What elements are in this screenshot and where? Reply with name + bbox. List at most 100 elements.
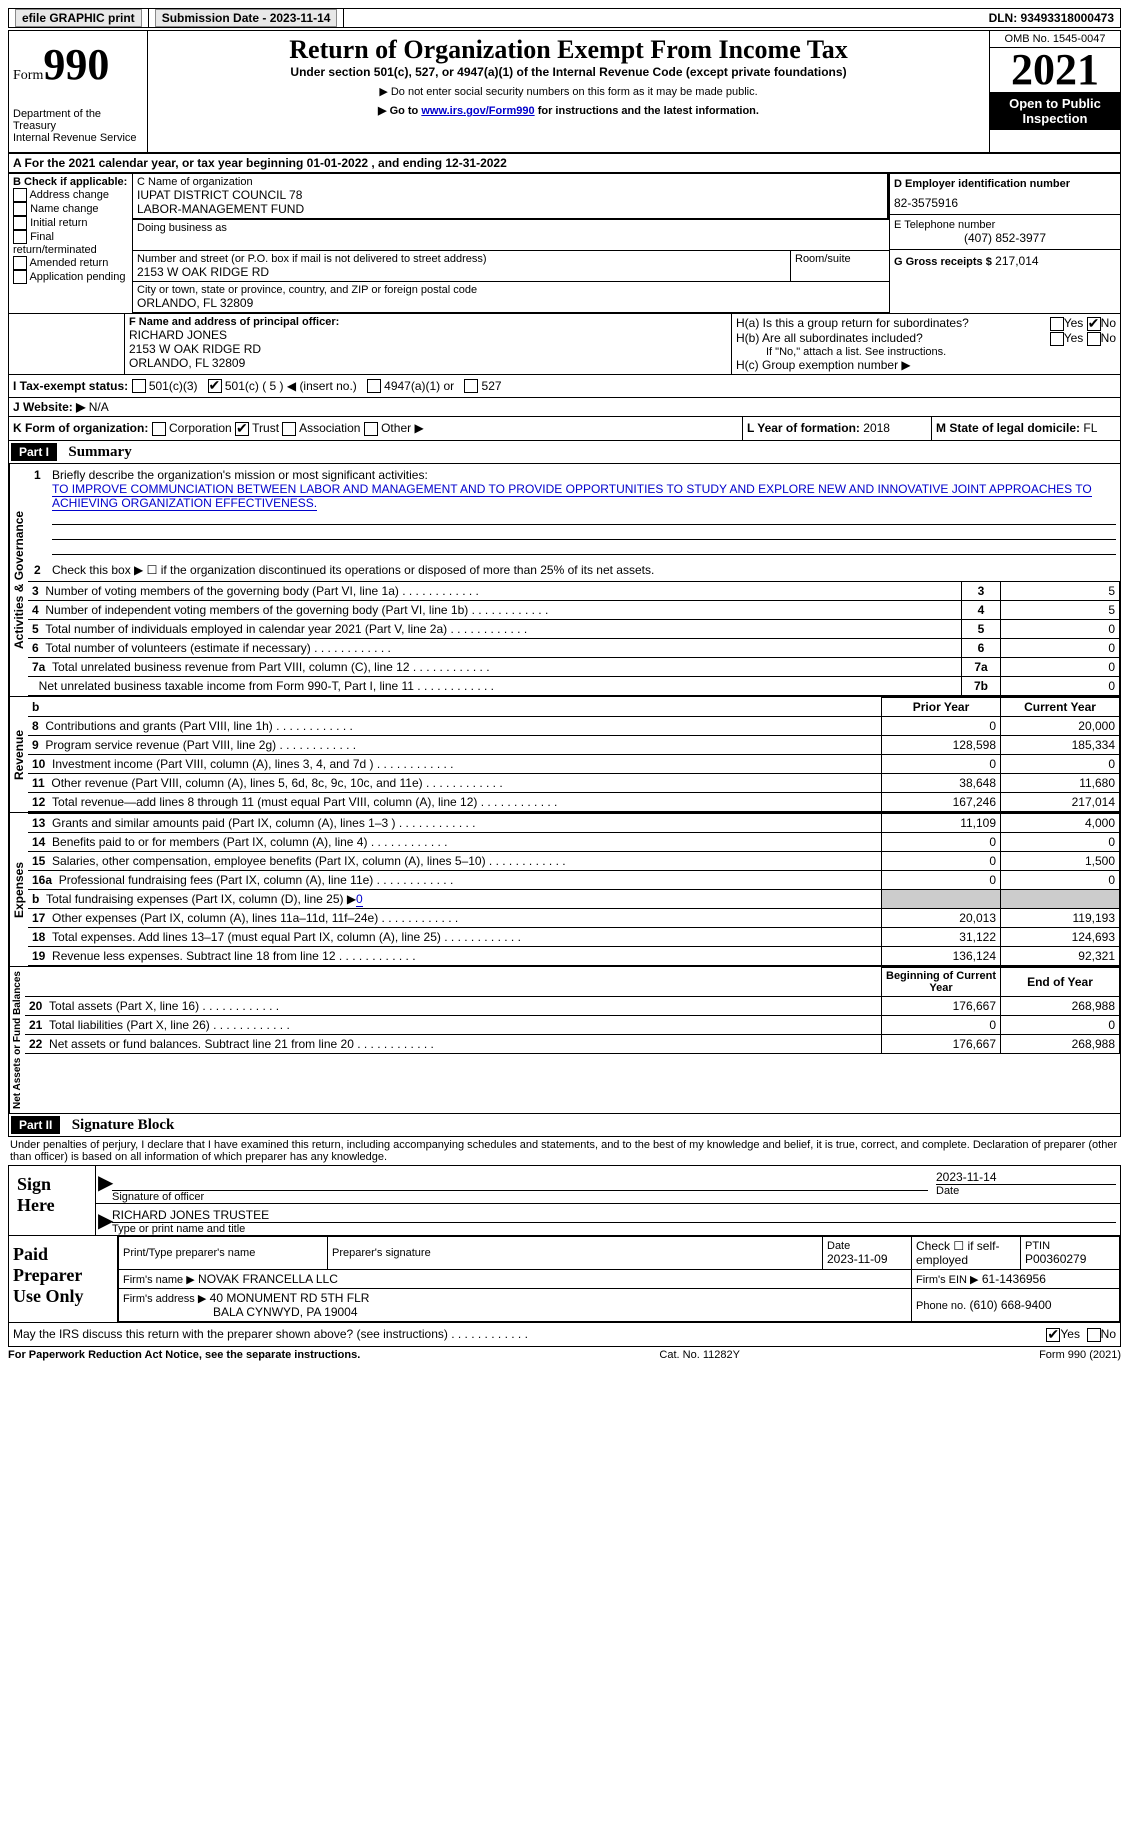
main-title: Return of Organization Exempt From Incom… <box>152 35 985 65</box>
room-label: Room/suite <box>791 251 889 281</box>
footer-left: For Paperwork Reduction Act Notice, see … <box>8 1349 360 1361</box>
signer-name: RICHARD JONES TRUSTEE <box>112 1208 269 1222</box>
sign-date: 2023-11-14 <box>936 1170 1116 1185</box>
cb-discuss-no[interactable] <box>1087 1328 1101 1342</box>
current-year-hdr: Current Year <box>1001 698 1120 717</box>
website: N/A <box>89 400 109 414</box>
h-b: H(b) Are all subordinates included? <box>736 331 1050 346</box>
part-ii-title: Signature Block <box>72 1117 175 1133</box>
cb-501c3[interactable] <box>132 379 146 393</box>
prep-sig-label: Preparer's signature <box>332 1247 818 1259</box>
cb-discuss-yes[interactable] <box>1046 1328 1060 1342</box>
cb-other[interactable] <box>364 422 378 436</box>
h-c: H(c) Group exemption number ▶ <box>736 358 1116 372</box>
org-name-1: IUPAT DISTRICT COUNCIL 78 <box>137 188 883 202</box>
ptin-label: PTIN <box>1025 1240 1115 1252</box>
city: ORLANDO, FL 32809 <box>137 296 885 310</box>
street: 2153 W OAK RIDGE RD <box>137 265 786 279</box>
self-employed: Check ☐ if self-employed <box>912 1237 1021 1270</box>
subtitle: Under section 501(c), 527, or 4947(a)(1)… <box>152 65 985 79</box>
efile-print-button[interactable]: efile GRAPHIC print <box>15 9 142 27</box>
line1-q: Briefly describe the organization's miss… <box>52 468 428 482</box>
b-address-change: Address change <box>29 189 109 201</box>
officer-name: RICHARD JONES <box>129 328 727 342</box>
b-application-pending: Application pending <box>29 271 125 283</box>
rev-table: b Prior Year Current Year 8 Contribution… <box>28 697 1120 812</box>
cb-initial-return[interactable] <box>13 216 27 230</box>
d-label: D Employer identification number <box>894 178 1116 190</box>
b-initial-return: Initial return <box>30 217 87 229</box>
cb-hb-no[interactable] <box>1087 332 1101 346</box>
cb-amended-return[interactable] <box>13 256 27 270</box>
exp-table: 13 Grants and similar amounts paid (Part… <box>28 813 1120 966</box>
b-amended-return: Amended return <box>29 257 108 269</box>
h-a: H(a) Is this a group return for subordin… <box>736 316 1050 331</box>
sig-label: Signature of officer <box>112 1191 928 1203</box>
cb-corp[interactable] <box>152 422 166 436</box>
i-label: I Tax-exempt status: <box>13 379 128 393</box>
note-goto-post: for instructions and the latest informat… <box>535 105 759 117</box>
perjury: Under penalties of perjury, I declare th… <box>8 1137 1121 1165</box>
l-label: L Year of formation: <box>747 421 860 435</box>
cb-address-change[interactable] <box>13 188 27 202</box>
officer-city: ORLANDO, FL 32809 <box>129 356 727 370</box>
cb-assoc[interactable] <box>282 422 296 436</box>
firm-addr-label: Firm's address ▶ <box>123 1293 206 1305</box>
cb-final-return[interactable] <box>13 230 27 244</box>
org-name-2: LABOR-MANAGEMENT FUND <box>137 202 883 216</box>
cb-501c[interactable] <box>208 379 222 393</box>
gross-receipts: 217,014 <box>995 254 1038 268</box>
side-rev: Revenue <box>9 697 28 812</box>
cb-hb-yes[interactable] <box>1050 332 1064 346</box>
form-header: Form990 Department of the Treasury Inter… <box>8 30 1121 153</box>
name-title-label: Type or print name and title <box>112 1223 1116 1235</box>
end-year-hdr: End of Year <box>1001 968 1120 997</box>
cb-4947[interactable] <box>367 379 381 393</box>
cb-527[interactable] <box>464 379 478 393</box>
paid-preparer-label: Paid Preparer Use Only <box>9 1236 118 1322</box>
no-label: No <box>1101 1327 1116 1341</box>
phone: (407) 852-3977 <box>894 231 1116 245</box>
b-label: B Check if applicable: <box>13 176 128 188</box>
city-label: City or town, state or province, country… <box>137 284 885 296</box>
ein: 82-3575916 <box>894 196 1116 210</box>
e-label: E Telephone number <box>894 219 1116 231</box>
firm-ein: 61-1436956 <box>982 1272 1046 1286</box>
firm-addr2: BALA CYNWYD, PA 19004 <box>213 1305 358 1319</box>
street-label: Number and street (or P.O. box if mail i… <box>137 253 786 265</box>
c-name-label: C Name of organization <box>137 176 883 188</box>
cb-trust[interactable] <box>235 422 249 436</box>
cb-ha-yes[interactable] <box>1050 317 1064 331</box>
irs-link[interactable]: www.irs.gov/Form990 <box>421 105 534 117</box>
m-label: M State of legal domicile: <box>936 421 1080 435</box>
part-ii-hdr: Part II <box>11 1116 60 1134</box>
side-gov: Activities & Governance <box>9 464 28 696</box>
cb-ha-no[interactable] <box>1087 317 1101 331</box>
firm-ein-label: Firm's EIN ▶ <box>916 1274 979 1286</box>
h-b-note: If "No," attach a list. See instructions… <box>736 346 1116 358</box>
discuss-q: May the IRS discuss this return with the… <box>13 1327 448 1341</box>
net-table: Beginning of Current Year End of Year 20… <box>25 967 1120 1054</box>
submission-date: Submission Date - 2023-11-14 <box>155 9 338 27</box>
no-label: No <box>1101 331 1116 345</box>
irs-label: Internal Revenue Service <box>13 132 143 144</box>
ptin: P00360279 <box>1025 1252 1115 1266</box>
j-label: J Website: ▶ <box>13 400 85 414</box>
g-label: G Gross receipts $ <box>894 256 992 268</box>
side-exp: Expenses <box>9 813 28 966</box>
firm-name-label: Firm's name ▶ <box>123 1274 195 1286</box>
beg-year-hdr: Beginning of Current Year <box>882 968 1001 997</box>
cb-application-pending[interactable] <box>13 270 27 284</box>
line16b-t: Total fundraising expenses (Part IX, col… <box>46 892 356 906</box>
sign-here: Sign Here <box>9 1166 96 1235</box>
note-goto-pre: ▶ Go to <box>378 105 421 117</box>
f-label: F Name and address of principal officer: <box>129 316 727 328</box>
cb-name-change[interactable] <box>13 202 27 216</box>
footer-right: Form 990 (2021) <box>1039 1349 1121 1361</box>
line-a-tax-year: A For the 2021 calendar year, or tax yea… <box>8 153 1121 173</box>
prep-date-label: Date <box>827 1240 907 1252</box>
part-i-hdr: Part I <box>11 443 57 461</box>
yes-label: Yes <box>1064 331 1084 345</box>
line2: Check this box ▶ ☐ if the organization d… <box>52 563 654 577</box>
tax-year: 2021 <box>990 48 1120 92</box>
